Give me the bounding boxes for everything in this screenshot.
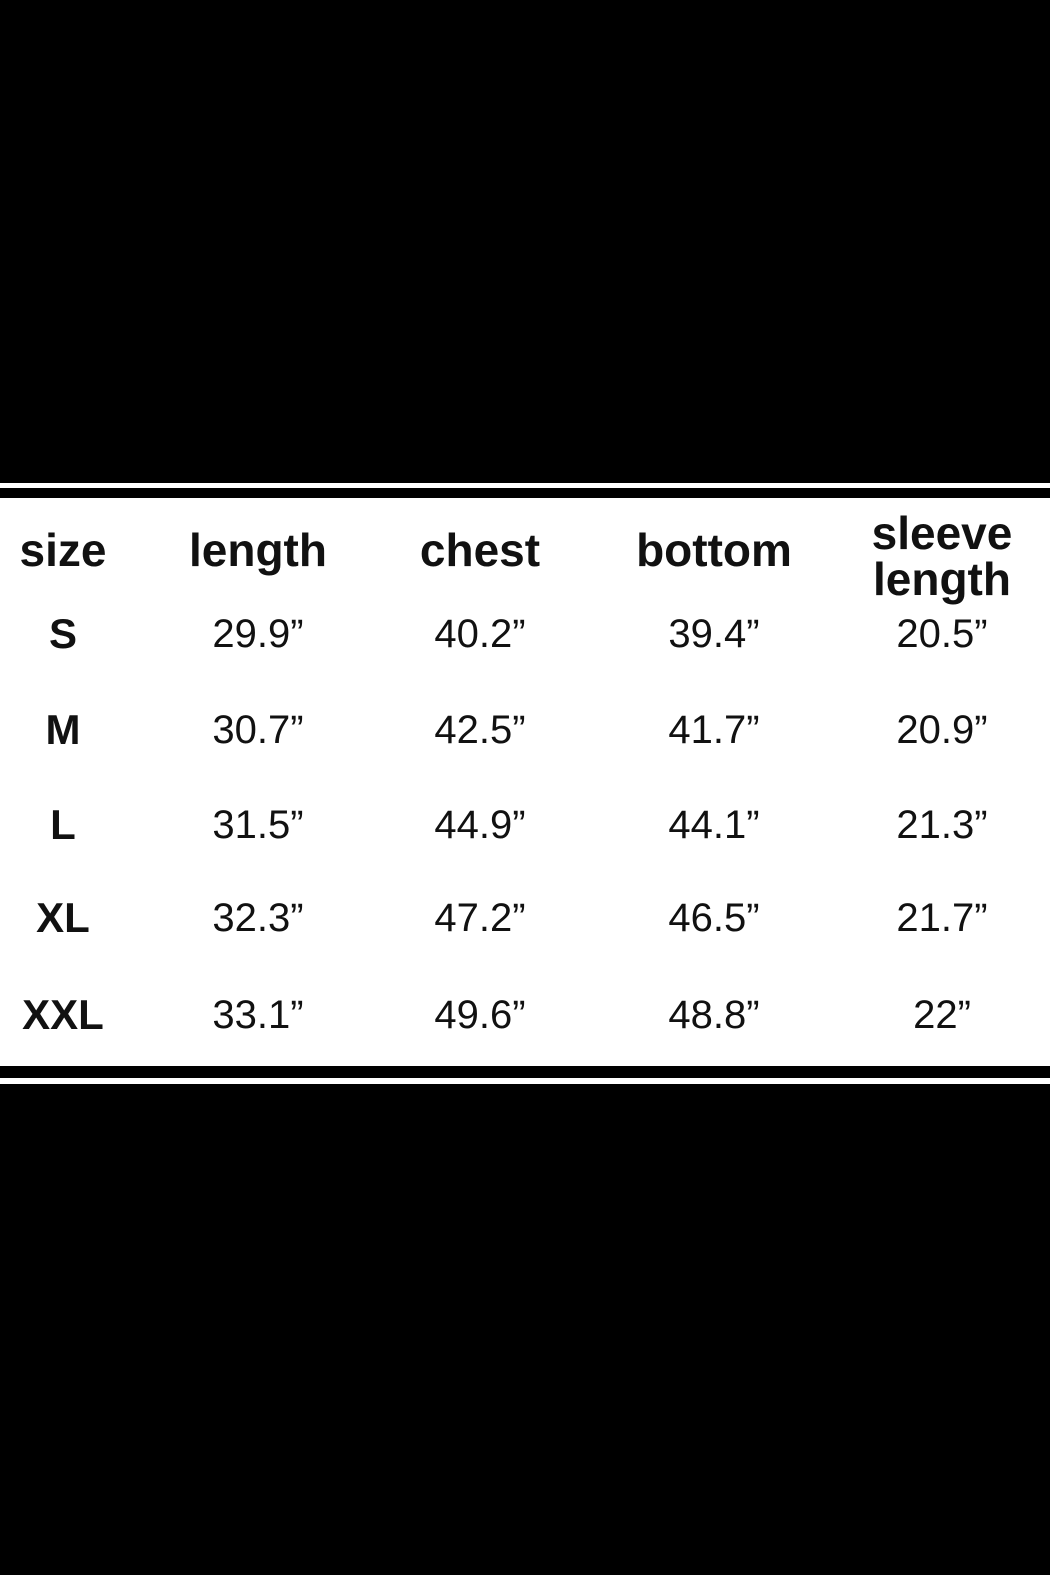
measurement: 44.1”	[668, 803, 760, 847]
measurement: 31.5”	[212, 803, 304, 847]
measurement: 46.5”	[668, 896, 760, 940]
measurement: 44.9”	[434, 803, 526, 847]
column-header: sleeve length	[871, 507, 1013, 605]
size-label: XXL	[22, 991, 104, 1038]
size-label: S	[48, 610, 77, 657]
column-header: length	[189, 524, 327, 576]
measurement: 30.7”	[212, 708, 304, 752]
measurement: 21.3”	[896, 803, 988, 847]
measurement: 40.2”	[434, 612, 526, 656]
measurement: 39.4”	[668, 612, 760, 656]
measurement: 33.1”	[212, 993, 304, 1037]
size-label: L	[50, 801, 76, 848]
measurement: 22”	[913, 993, 971, 1037]
measurement: 49.6”	[434, 993, 526, 1037]
size-table: size length chest bottom sleeve length S 29.9”…	[0, 498, 1050, 1066]
measurement: 42.5”	[434, 708, 526, 752]
measurement: 48.8”	[668, 993, 760, 1037]
measurement: 20.9”	[896, 708, 988, 752]
size-label: M	[45, 706, 81, 753]
column-header: bottom	[636, 524, 792, 576]
measurement: 21.7”	[896, 896, 988, 940]
bottom-rule	[0, 1078, 1050, 1084]
measurement: 41.7”	[668, 708, 760, 752]
column-header: size	[19, 524, 107, 576]
measurement: 20.5”	[896, 612, 988, 656]
top-rule	[0, 483, 1050, 488]
measurement: 29.9”	[212, 612, 304, 656]
column-header: chest	[419, 524, 541, 576]
measurement: 47.2”	[434, 896, 526, 940]
measurement: 32.3”	[212, 896, 304, 940]
size-label: XL	[36, 894, 90, 941]
